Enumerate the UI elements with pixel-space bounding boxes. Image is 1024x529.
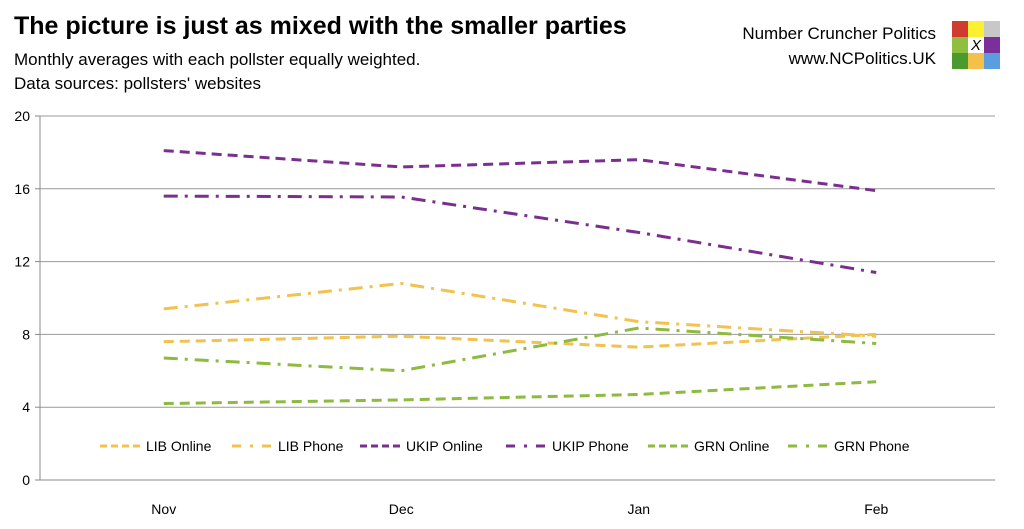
series-line-ukip-phone (163, 194, 877, 274)
logo-cell (968, 53, 984, 69)
legend-label: GRN Online (694, 438, 770, 454)
y-tick-label: 0 (22, 472, 30, 488)
series-line-ukip-online (163, 149, 877, 193)
legend-label: LIB Online (146, 438, 212, 454)
y-tick-label: 20 (14, 108, 30, 124)
x-tick-label: Jan (627, 501, 650, 517)
brand-name: Number Cruncher Politics (742, 24, 936, 43)
logo-cell (984, 21, 1000, 37)
y-tick-label: 8 (22, 326, 30, 342)
logo-cell (952, 53, 968, 69)
legend-label: LIB Phone (278, 438, 344, 454)
brand-url: www.NCPolitics.UK (788, 49, 936, 68)
x-tick-label: Nov (151, 501, 176, 517)
series-line-lib-phone (163, 281, 877, 338)
logo-cell: X (968, 37, 984, 54)
legend-label: GRN Phone (834, 438, 910, 454)
series-line-lib-online (163, 332, 877, 349)
logo-cell (984, 37, 1000, 53)
data-sources: Data sources: pollsters' websites (14, 74, 262, 93)
x-tick-label: Dec (389, 501, 414, 517)
logo-cell (952, 21, 968, 37)
y-tick-label: 16 (14, 181, 30, 197)
chart-title: The picture is just as mixed with the sm… (14, 12, 627, 40)
logo-cell (984, 53, 1000, 69)
ncp-logo: X (952, 21, 1000, 69)
logo-cell (952, 37, 968, 53)
x-tick-label: Feb (864, 501, 888, 517)
chart-subtitle: Monthly averages with each pollster equa… (14, 50, 421, 69)
logo-cell (968, 21, 984, 37)
legend-label: UKIP Online (406, 438, 483, 454)
series-line-grn-phone (163, 326, 877, 373)
y-tick-label: 12 (14, 254, 30, 270)
legend-label: UKIP Phone (552, 438, 629, 454)
series-line-grn-online (163, 380, 877, 406)
y-tick-label: 4 (22, 399, 30, 415)
